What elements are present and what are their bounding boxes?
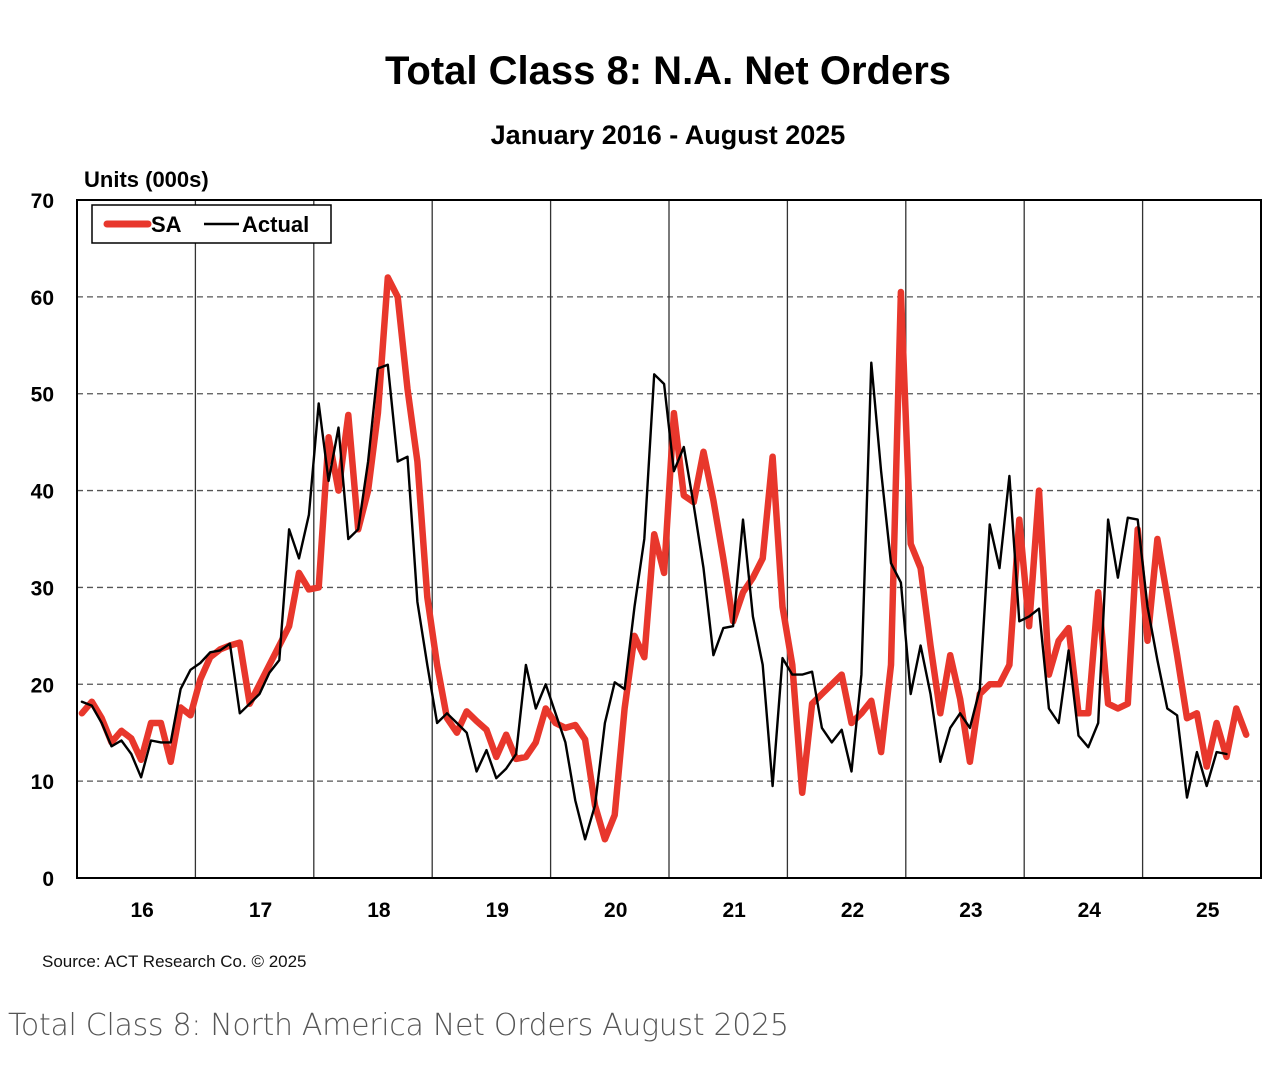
x-tick-label: 23 bbox=[959, 899, 982, 922]
series-group bbox=[78, 274, 1250, 843]
chart-title: Total Class 8: N.A. Net Orders bbox=[385, 49, 951, 93]
x-tick-label: 20 bbox=[604, 899, 627, 922]
series-line-actual bbox=[80, 361, 1228, 841]
x-tick-label: 21 bbox=[722, 899, 746, 922]
x-tick-label: 22 bbox=[841, 899, 864, 922]
y-tick-labels: 0 10 20 30 40 50 60 70 bbox=[31, 190, 54, 891]
source-note: Source: ACT Research Co. © 2025 bbox=[42, 952, 307, 971]
y-tick-label: 0 bbox=[42, 868, 54, 891]
legend: SA Actual bbox=[91, 204, 332, 244]
figure-caption: Total Class 8: North America Net Orders … bbox=[8, 1008, 789, 1043]
x-tick-label: 25 bbox=[1196, 899, 1220, 922]
x-tick-labels: 16 17 18 19 20 21 22 23 24 25 bbox=[130, 899, 1219, 922]
x-tick-label: 19 bbox=[486, 899, 509, 922]
legend-actual-label: Actual bbox=[242, 212, 309, 237]
y-tick-label: 70 bbox=[31, 190, 54, 213]
legend-sa-label: SA bbox=[151, 212, 182, 237]
x-tick-label: 24 bbox=[1078, 899, 1102, 922]
y-axis-label: Units (000s) bbox=[84, 167, 209, 192]
plot-frame bbox=[76, 199, 1262, 879]
y-tick-label: 60 bbox=[31, 287, 54, 310]
y-tick-label: 50 bbox=[31, 384, 54, 407]
y-tick-label: 20 bbox=[31, 674, 54, 697]
y-tick-label: 10 bbox=[31, 771, 54, 794]
x-tick-label: 16 bbox=[130, 899, 153, 922]
chart-subtitle: January 2016 - August 2025 bbox=[491, 120, 846, 150]
chart: Total Class 8: N.A. Net Orders January 2… bbox=[31, 49, 1262, 971]
x-tick-label: 18 bbox=[367, 899, 391, 922]
x-tick-label: 17 bbox=[249, 899, 272, 922]
y-tick-label: 30 bbox=[31, 577, 54, 600]
y-tick-label: 40 bbox=[31, 481, 54, 504]
series-line-sa bbox=[78, 274, 1250, 843]
